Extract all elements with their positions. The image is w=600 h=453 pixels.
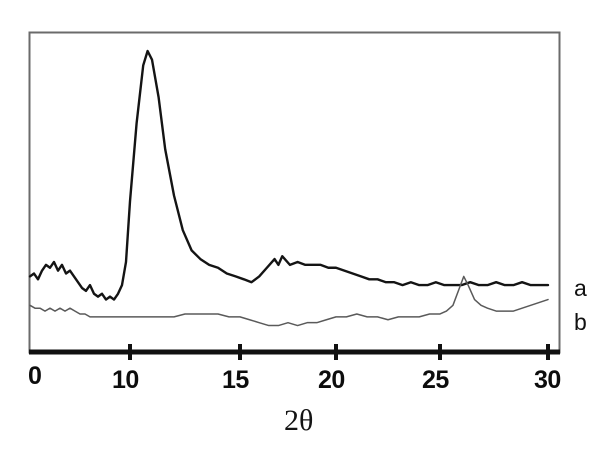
xtick-label-15: 15: [222, 366, 249, 394]
xtick-label-25: 25: [422, 366, 449, 394]
xtick-label-30: 30: [534, 366, 561, 394]
x-axis-title: 2θ: [284, 404, 314, 437]
series-label-a: a: [574, 275, 587, 301]
series-label-b: b: [574, 309, 587, 335]
xtick-label-10: 10: [112, 366, 139, 394]
series-a-curve: [28, 49, 550, 301]
xtick-label-20: 20: [318, 366, 345, 394]
x-axis-ticks: [128, 344, 550, 360]
plot-frame: [28, 31, 561, 354]
series-b-curve: [29, 275, 549, 327]
xtick-label-0: 0: [28, 362, 42, 390]
